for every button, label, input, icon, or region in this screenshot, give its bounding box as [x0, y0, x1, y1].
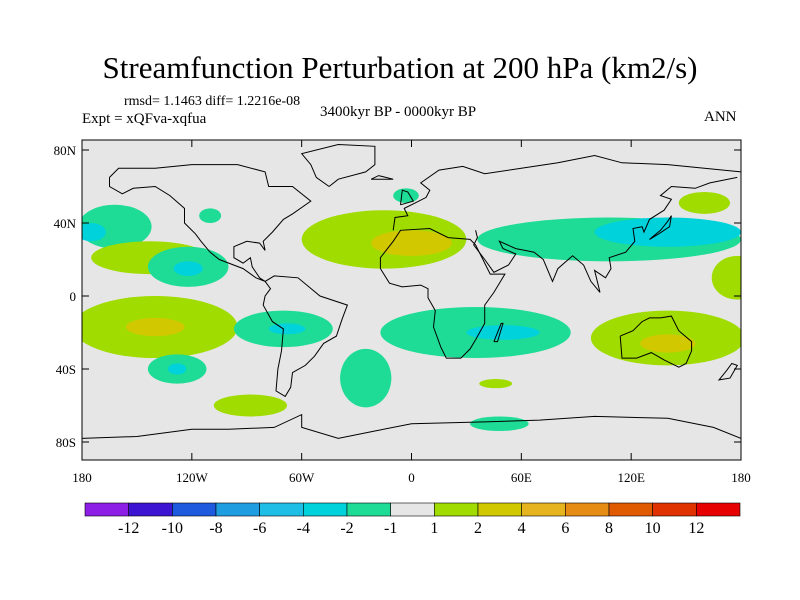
colorbar-label: -1	[384, 520, 397, 537]
x-axis: 180 120W 60W 0 60E 120E 180	[72, 140, 751, 485]
colorbar-label: -8	[209, 520, 222, 537]
x-tick-label: 60E	[511, 470, 532, 485]
y-tick-label: 0	[70, 289, 77, 304]
y-tick-label: 80N	[54, 143, 77, 158]
season-label: ANN	[704, 109, 737, 125]
x-tick-label: 180	[731, 470, 751, 485]
colorbar-box	[259, 502, 304, 517]
coastline	[392, 154, 741, 231]
anomaly-region	[125, 317, 185, 337]
anomaly-region	[479, 379, 513, 389]
x-tick-label: 120E	[617, 470, 645, 485]
anomaly-region	[711, 255, 741, 300]
colorbar-label: 10	[645, 520, 661, 537]
anomaly-region	[371, 230, 452, 256]
coastline	[82, 413, 741, 439]
anomaly-region	[640, 334, 696, 353]
y-axis: 80N 40N 0 40S 80S	[54, 143, 741, 450]
coastline	[649, 215, 672, 240]
plot-title: Streamfunction Perturbation at 200 hPa (…	[102, 50, 698, 85]
anomaly-region	[393, 188, 419, 203]
colorbar-label: -2	[340, 520, 353, 537]
colorbar-box	[84, 502, 129, 517]
y-tick-label: 40S	[56, 362, 76, 377]
anomaly-region	[594, 217, 741, 247]
anomaly-region	[173, 261, 203, 276]
colorbar-box	[608, 502, 653, 517]
anomaly-region	[168, 363, 187, 375]
contour-fill-layer	[82, 188, 741, 432]
y-tick-label: 80S	[56, 435, 76, 450]
y-tick-label: 40N	[54, 216, 77, 231]
colorbar-label: -10	[162, 520, 183, 537]
colorbar-box	[346, 502, 391, 517]
coastline	[493, 322, 504, 343]
coastline	[400, 189, 415, 206]
coastline	[370, 175, 394, 180]
coastline	[300, 143, 376, 187]
coastline	[379, 227, 506, 359]
anomaly-region	[213, 394, 288, 417]
colorbar-box	[172, 502, 217, 517]
colorbar-box	[434, 502, 479, 517]
anomaly-region	[678, 191, 731, 214]
rmsd-diff-label: rmsd= 1.1463 diff= 1.2216e-08	[124, 94, 301, 109]
x-tick-label: 180	[72, 470, 92, 485]
colorbar-box	[652, 502, 697, 517]
coastline	[109, 164, 312, 282]
anomaly-region	[199, 208, 222, 223]
coastline	[717, 362, 739, 381]
colorbar-label: 2	[474, 520, 482, 537]
colorbar-label: 6	[561, 520, 569, 537]
colorbar-box	[215, 502, 260, 517]
colorbar: -12 -10 -8 -6 -4 -2 -1 1 2 4 6 8 10 12	[84, 502, 741, 537]
colorbar-label: 8	[605, 520, 613, 537]
anomaly-region	[82, 223, 106, 242]
colorbar-box	[303, 502, 348, 517]
colorbar-label: 4	[518, 520, 526, 537]
anomaly-region	[470, 416, 529, 432]
colorbar-box	[477, 502, 522, 517]
colorbar-label: 12	[688, 520, 704, 537]
coastlines	[82, 143, 741, 439]
coastline	[262, 275, 349, 398]
x-tick-label: 60W	[289, 470, 315, 485]
coastline	[619, 315, 693, 368]
x-tick-label: 120W	[176, 470, 209, 485]
colorbar-box	[565, 502, 610, 517]
anomaly-region	[466, 325, 540, 340]
x-tick-label: 0	[408, 470, 415, 485]
colorbar-label: -4	[297, 520, 310, 537]
colorbar-box	[696, 502, 741, 517]
anomaly-region	[340, 348, 392, 408]
anomaly-region	[268, 323, 306, 335]
coastline	[473, 176, 738, 293]
colorbar-box	[390, 502, 435, 517]
colorbar-label: 1	[430, 520, 438, 537]
colorbar-box	[128, 502, 173, 517]
colorbar-label: -12	[118, 520, 139, 537]
colorbar-label: -6	[253, 520, 266, 537]
experiment-label: Expt = xQFva-xqfua	[82, 111, 207, 127]
colorbar-box	[521, 502, 566, 517]
period-label: 3400kyr BP - 0000kyr BP	[320, 104, 477, 120]
